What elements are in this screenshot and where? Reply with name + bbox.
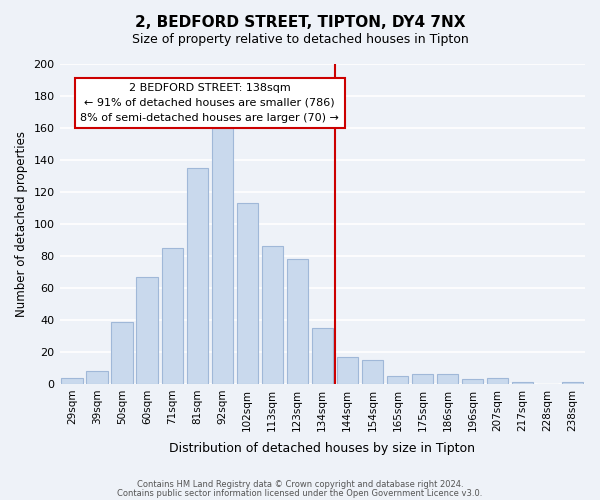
Text: Contains public sector information licensed under the Open Government Licence v3: Contains public sector information licen… bbox=[118, 488, 482, 498]
Text: Contains HM Land Registry data © Crown copyright and database right 2024.: Contains HM Land Registry data © Crown c… bbox=[137, 480, 463, 489]
Bar bbox=[387, 376, 408, 384]
Bar bbox=[236, 203, 258, 384]
Bar bbox=[212, 128, 233, 384]
Bar bbox=[287, 259, 308, 384]
Bar bbox=[437, 374, 458, 384]
Bar bbox=[362, 360, 383, 384]
Bar bbox=[487, 378, 508, 384]
Bar bbox=[112, 322, 133, 384]
Bar bbox=[262, 246, 283, 384]
Bar bbox=[161, 248, 183, 384]
Bar bbox=[562, 382, 583, 384]
Text: Size of property relative to detached houses in Tipton: Size of property relative to detached ho… bbox=[131, 32, 469, 46]
Bar bbox=[337, 356, 358, 384]
Bar bbox=[187, 168, 208, 384]
Text: 2, BEDFORD STREET, TIPTON, DY4 7NX: 2, BEDFORD STREET, TIPTON, DY4 7NX bbox=[135, 15, 465, 30]
Bar bbox=[136, 276, 158, 384]
Text: 2 BEDFORD STREET: 138sqm
← 91% of detached houses are smaller (786)
8% of semi-d: 2 BEDFORD STREET: 138sqm ← 91% of detach… bbox=[80, 83, 339, 123]
Bar bbox=[61, 378, 83, 384]
Bar bbox=[462, 379, 483, 384]
Bar bbox=[412, 374, 433, 384]
Bar bbox=[86, 371, 108, 384]
Bar bbox=[512, 382, 533, 384]
X-axis label: Distribution of detached houses by size in Tipton: Distribution of detached houses by size … bbox=[169, 442, 475, 455]
Y-axis label: Number of detached properties: Number of detached properties bbox=[15, 131, 28, 317]
Bar bbox=[311, 328, 333, 384]
